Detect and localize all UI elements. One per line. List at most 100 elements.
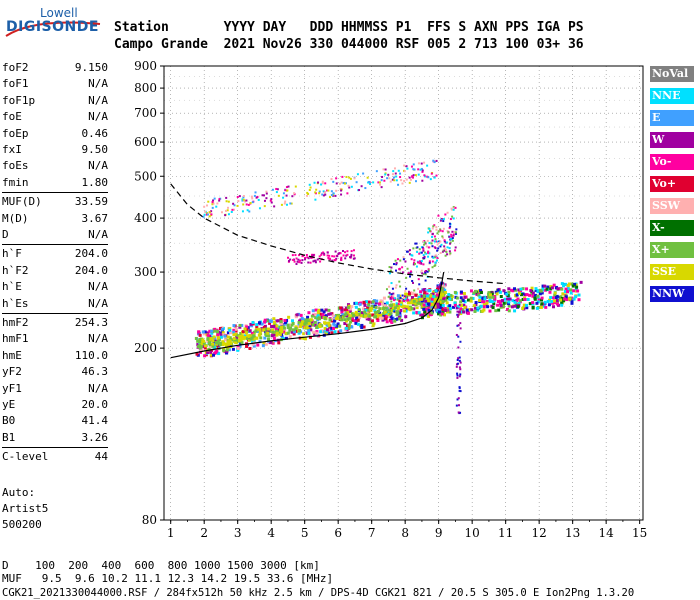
echo-point: [560, 287, 564, 291]
echo-point: [359, 314, 363, 318]
legend-item: X+: [650, 242, 694, 258]
echo-point: [462, 292, 466, 296]
echo-point: [242, 336, 246, 340]
legend-item: SSE: [650, 264, 694, 280]
auto-program: Artist5: [2, 502, 49, 515]
echo-point: [267, 334, 271, 338]
echo-point: [305, 326, 309, 330]
echo-point: [401, 271, 404, 274]
echo-point: [241, 198, 244, 201]
echo-point: [214, 340, 218, 344]
echo-point: [226, 340, 230, 344]
echo-point: [391, 173, 394, 176]
param-name: yF1: [2, 381, 22, 395]
echo-point: [343, 318, 347, 322]
echo-point: [293, 260, 296, 263]
chart-curves: [170, 183, 506, 359]
echo-point: [421, 179, 424, 182]
echo-point: [263, 205, 266, 208]
echo-point: [505, 292, 509, 296]
echo-point: [496, 299, 500, 303]
echo-point: [212, 353, 216, 357]
param-row: hmF2 254.3: [2, 315, 108, 331]
echo-point: [436, 305, 440, 309]
echo-point: [415, 306, 419, 310]
echo-point: [396, 310, 400, 314]
echo-point: [388, 272, 391, 275]
echo-point: [284, 336, 288, 340]
echo-point: [547, 303, 551, 307]
echo-point: [560, 282, 564, 286]
echo-point: [453, 206, 456, 209]
echo-point: [307, 331, 311, 335]
echo-point: [420, 269, 423, 272]
echo-point: [574, 283, 578, 287]
echo-point: [412, 174, 415, 177]
echo-point: [506, 297, 510, 301]
echo-point: [266, 331, 270, 335]
echo-point: [485, 300, 489, 304]
echo-point: [226, 209, 229, 212]
echo-point: [496, 303, 500, 307]
echo-point: [297, 320, 301, 324]
echo-point: [485, 301, 489, 305]
echo-point: [232, 337, 236, 341]
echo-point: [316, 310, 320, 314]
echo-point: [338, 182, 341, 185]
echo-point: [462, 303, 466, 307]
echo-point: [209, 337, 213, 341]
echo-point: [324, 331, 328, 335]
echo-point: [452, 217, 455, 220]
echo-point: [540, 298, 544, 302]
echo-point: [428, 289, 432, 293]
echo-point: [342, 182, 345, 185]
echo-point: [448, 250, 451, 253]
echo-point: [364, 314, 368, 318]
echo-point: [443, 240, 446, 243]
echo-point: [309, 186, 312, 189]
echo-point: [424, 270, 427, 273]
echo-point: [387, 313, 391, 317]
param-row: foF1p N/A: [2, 93, 108, 109]
echo-point: [424, 307, 428, 311]
echo-point: [559, 298, 563, 302]
echo-point: [286, 331, 290, 335]
echo-point: [426, 164, 429, 167]
echo-point: [408, 275, 411, 278]
echo-point: [445, 249, 448, 252]
echo-point: [521, 287, 525, 291]
echo-point: [411, 176, 414, 179]
echo-point: [446, 246, 449, 249]
echo-point: [540, 296, 544, 300]
echo-point: [354, 305, 358, 309]
x-tick-label: 6: [334, 526, 342, 540]
echo-point: [307, 192, 310, 195]
echo-point: [433, 161, 436, 164]
echo-point: [439, 304, 443, 308]
echo-point: [507, 290, 511, 294]
echo-point: [392, 306, 396, 310]
echo-point: [349, 177, 352, 180]
echo-point: [215, 328, 219, 332]
echo-point: [439, 295, 443, 299]
echo-point: [283, 202, 286, 205]
param-row: foE N/A: [2, 109, 108, 125]
echo-point: [457, 324, 460, 327]
echo-point: [286, 189, 289, 192]
echo-point: [334, 314, 338, 318]
echo-point: [204, 210, 207, 213]
echo-point: [281, 330, 285, 334]
echo-point: [489, 293, 493, 297]
logo-lowell-text: Lowell: [40, 6, 78, 20]
echo-point: [421, 169, 424, 172]
echo-point: [436, 256, 439, 259]
echo-point: [346, 311, 350, 315]
echo-point: [416, 246, 419, 249]
echo-point: [452, 305, 456, 309]
echo-point: [525, 287, 529, 291]
echo-point: [275, 333, 279, 337]
echo-point: [303, 337, 307, 341]
echo-point: [512, 287, 516, 291]
echo-point: [346, 303, 350, 307]
echo-point: [357, 312, 361, 316]
